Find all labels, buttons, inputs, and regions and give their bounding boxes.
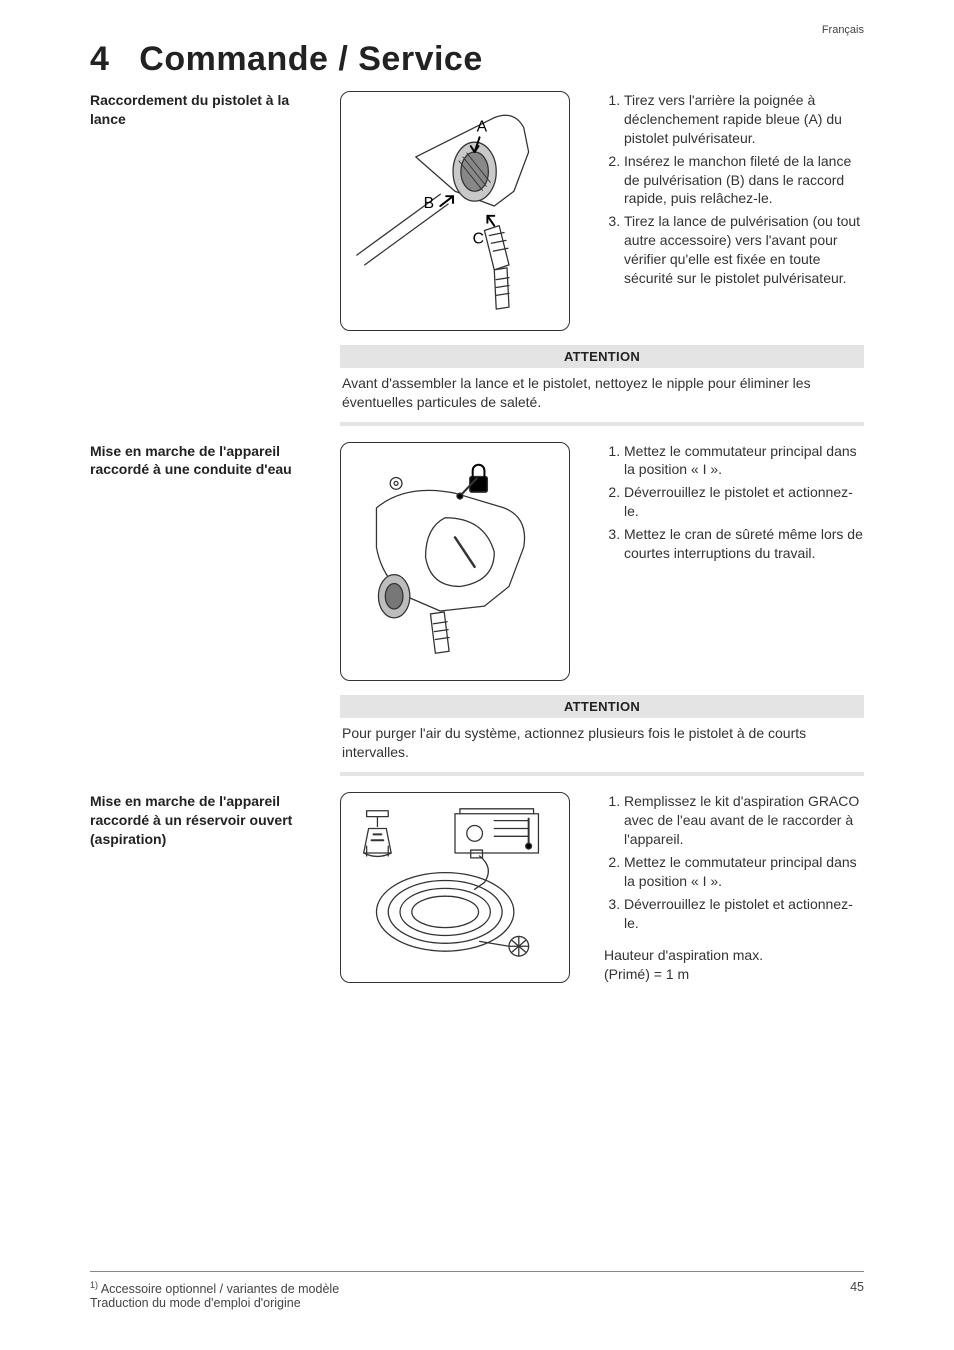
step: Déverrouillez le pistolet et actionnez-l…	[624, 483, 864, 521]
step: Mettez le commutateur principal dans la …	[624, 442, 864, 480]
callout-attention-2: ATTENTION Pour purger l'air du système, …	[90, 695, 864, 776]
language-tag: Français	[90, 24, 864, 36]
step: Remplissez le kit d'aspiration GRACO ave…	[624, 792, 864, 849]
footnote-text: Accessoire optionnel / variantes de modè…	[101, 1282, 339, 1296]
steps-col: Tirez vers l'arrière la poignée à déclen…	[580, 91, 864, 292]
subhead: Mise en marche de l'appareil raccordé à …	[90, 792, 328, 849]
figure-col	[340, 442, 580, 682]
callout-body: Pour purger l'air du système, actionnez …	[340, 718, 864, 776]
callout-title: ATTENTION	[340, 695, 864, 718]
fig-label-c: C	[473, 230, 484, 247]
gun-lock-illustration	[347, 449, 563, 675]
figure-gun-lock	[340, 442, 570, 682]
callout-attention-1: ATTENTION Avant d'assembler la lance et …	[90, 345, 864, 426]
footer-line-2: Traduction du mode d'emploi d'origine	[90, 1296, 864, 1310]
step: Mettez le cran de sûreté même lors de co…	[624, 525, 864, 563]
footnote: 1) Accessoire optionnel / variantes de m…	[90, 1280, 339, 1296]
lance-illustration: A B C	[347, 98, 563, 324]
step: Insérez le manchon fileté de la lance de…	[624, 152, 864, 209]
step: Tirez vers l'arrière la poignée à déclen…	[624, 91, 864, 148]
section-title: 4 Commande / Service	[90, 40, 864, 79]
subhead-col: Raccordement du pistolet à la lance	[90, 91, 340, 129]
step: Mettez le commutateur principal dans la …	[624, 853, 864, 891]
subhead: Mise en marche de l'appareil raccordé à …	[90, 442, 328, 480]
section-number: 4	[90, 40, 109, 78]
figure-col: A B C	[340, 91, 580, 331]
subhead-col: Mise en marche de l'appareil raccordé à …	[90, 792, 340, 849]
block-reservoir-ouvert: Mise en marche de l'appareil raccordé à …	[90, 792, 864, 984]
footer-line-1: 1) Accessoire optionnel / variantes de m…	[90, 1280, 864, 1296]
footer-rule	[90, 1271, 864, 1272]
steps-list: Remplissez le kit d'aspiration GRACO ave…	[604, 792, 864, 932]
callout-title: ATTENTION	[340, 345, 864, 368]
steps-col: Remplissez le kit d'aspiration GRACO ave…	[580, 792, 864, 984]
callout-body: Avant d'assembler la lance et le pistole…	[340, 368, 864, 426]
aspiration-height-note: Hauteur d'aspiration max.(Primé) = 1 m	[604, 946, 864, 984]
section-title-text: Commande / Service	[139, 40, 482, 78]
block-raccordement: Raccordement du pistolet à la lance	[90, 91, 864, 331]
subhead-col: Mise en marche de l'appareil raccordé à …	[90, 442, 340, 480]
fig-label-a: A	[477, 118, 488, 135]
subhead: Raccordement du pistolet à la lance	[90, 91, 328, 129]
page: Français 4 Commande / Service Raccordeme…	[0, 0, 954, 1350]
steps-list: Tirez vers l'arrière la poignée à déclen…	[604, 91, 864, 288]
figure-suction	[340, 792, 570, 983]
figure-col	[340, 792, 580, 983]
figure-lance: A B C	[340, 91, 570, 331]
translation-note: Traduction du mode d'emploi d'origine	[90, 1296, 301, 1310]
block-conduite-eau: Mise en marche de l'appareil raccordé à …	[90, 442, 864, 682]
fig-label-b: B	[424, 195, 434, 212]
step: Déverrouillez le pistolet et actionnez-l…	[624, 895, 864, 933]
page-footer: 1) Accessoire optionnel / variantes de m…	[90, 1271, 864, 1310]
page-number: 45	[850, 1280, 864, 1296]
steps-list: Mettez le commutateur principal dans la …	[604, 442, 864, 563]
footnote-sup: 1)	[90, 1280, 98, 1290]
steps-col: Mettez le commutateur principal dans la …	[580, 442, 864, 567]
step: Tirez la lance de pulvérisation (ou tout…	[624, 212, 864, 288]
suction-illustration	[347, 799, 563, 976]
